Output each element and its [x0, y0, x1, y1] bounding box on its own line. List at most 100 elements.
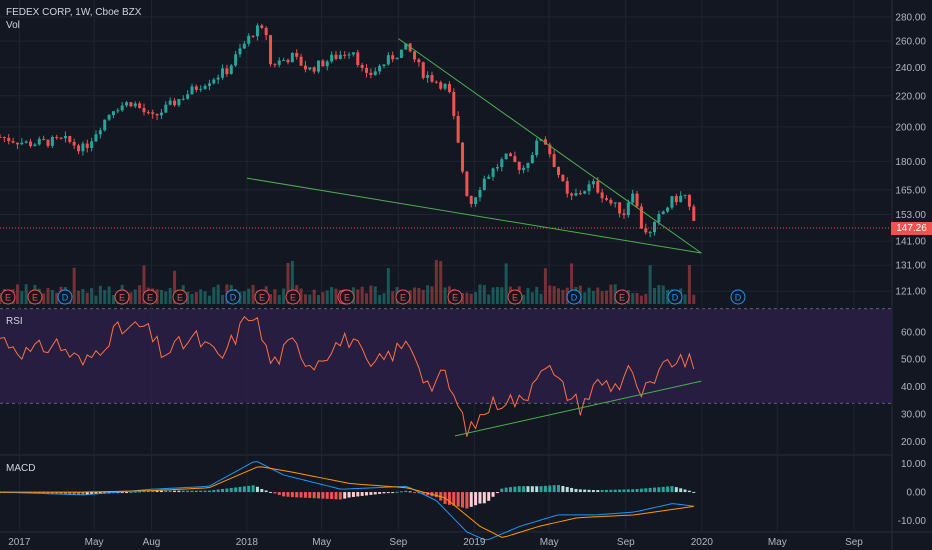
- candle-body: [347, 54, 351, 56]
- volume-bar: [15, 284, 19, 304]
- macd-histogram-bar: [382, 492, 386, 494]
- volume-bar: [421, 289, 425, 304]
- macd-histogram-bar: [491, 492, 495, 497]
- macd-histogram-bar: [159, 490, 163, 493]
- candle-body: [247, 35, 251, 44]
- volume-bar: [522, 294, 526, 304]
- candle-body: [207, 83, 211, 86]
- event-marker-dividend[interactable]: D: [730, 289, 746, 305]
- event-marker-earnings[interactable]: E: [254, 289, 270, 305]
- volume-bar: [55, 292, 59, 304]
- event-marker-dividend[interactable]: D: [667, 289, 683, 305]
- macd-histogram-bar: [194, 490, 198, 493]
- event-marker-earnings[interactable]: E: [285, 289, 301, 305]
- macd-histogram-bar: [142, 491, 146, 493]
- candle-body: [513, 156, 517, 162]
- macd-histogram-bar: [330, 492, 334, 500]
- volume-bar: [474, 292, 478, 304]
- macd-histogram-bar: [622, 489, 626, 493]
- event-marker-dividend[interactable]: D: [57, 289, 73, 305]
- volume-bar: [365, 293, 369, 304]
- event-marker-earnings[interactable]: E: [142, 289, 158, 305]
- candle-body: [242, 43, 246, 49]
- event-marker-earnings[interactable]: E: [614, 289, 630, 305]
- macd-histogram-bar: [657, 487, 661, 493]
- macd-histogram-bar: [609, 489, 613, 493]
- event-marker-dividend[interactable]: D: [566, 289, 582, 305]
- event-markers[interactable]: EEDEEEEDEEEEEEEDEDD: [0, 289, 746, 305]
- volume-bar: [360, 286, 364, 304]
- candle-body: [290, 52, 294, 63]
- macd-histogram-bar: [421, 492, 425, 495]
- macd-histogram-bar: [574, 488, 578, 493]
- candle-body: [522, 167, 526, 170]
- candle-body: [465, 171, 469, 196]
- macd-tick-label: -10.00: [898, 516, 927, 527]
- event-marker-circle: [614, 289, 630, 305]
- macd-histogram-bar: [535, 486, 539, 493]
- event-marker-earnings[interactable]: E: [507, 289, 523, 305]
- candle-body: [37, 138, 41, 145]
- macd-histogram-bar: [644, 488, 648, 493]
- time-tick-label: 2017: [8, 537, 31, 548]
- event-marker-circle: [225, 289, 241, 305]
- candle-body: [286, 59, 290, 63]
- volume-bar: [557, 288, 561, 304]
- event-marker-earnings[interactable]: E: [395, 289, 411, 305]
- candles[interactable]: [0, 23, 696, 238]
- candle-body: [255, 25, 259, 37]
- candle-body: [605, 198, 609, 200]
- event-marker-earnings[interactable]: E: [339, 289, 355, 305]
- candle-body: [443, 83, 447, 89]
- volume-bar: [330, 287, 334, 304]
- event-marker-letter: E: [119, 293, 125, 303]
- candle-body: [395, 57, 399, 60]
- volume-bar: [369, 285, 373, 304]
- candle-body: [216, 77, 220, 80]
- volume-bar: [269, 294, 273, 304]
- candle-body: [447, 83, 451, 92]
- candle-body: [452, 91, 456, 116]
- candle-body: [535, 140, 539, 155]
- event-marker-earnings[interactable]: E: [0, 289, 16, 305]
- macd-histogram-bar: [557, 485, 561, 493]
- volume-bar: [77, 290, 81, 304]
- macd-histogram-bar: [146, 490, 150, 493]
- macd-histogram-bar: [255, 486, 259, 493]
- candle-body: [72, 141, 76, 146]
- candle-body: [81, 143, 85, 152]
- volume-bar: [42, 293, 46, 304]
- event-marker-earnings[interactable]: E: [172, 289, 188, 305]
- candle-body: [679, 195, 683, 203]
- event-marker-earnings[interactable]: E: [114, 289, 130, 305]
- candle-body: [591, 181, 595, 185]
- volume-bar: [20, 290, 24, 304]
- candle-body: [85, 143, 89, 148]
- candle-body: [373, 71, 377, 75]
- event-marker-earnings[interactable]: E: [27, 289, 43, 305]
- volume-bar: [203, 291, 207, 304]
- event-marker-letter: E: [400, 293, 406, 303]
- event-marker-earnings[interactable]: E: [447, 289, 463, 305]
- candle-body: [491, 168, 495, 177]
- event-marker-dividend[interactable]: D: [225, 289, 241, 305]
- price-axis[interactable]: 280.00 260.00 240.00 220.00 200.00 180.00 165.…: [895, 12, 926, 527]
- macd-histogram-bar: [587, 489, 591, 493]
- candle-body: [120, 105, 124, 111]
- macd-histogram-bar: [151, 490, 155, 493]
- time-axis[interactable]: 2017 May Aug 2018 May Sep 2019 May Sep 2020 May Sep: [8, 537, 863, 548]
- volume-bar: [570, 263, 574, 304]
- price-tick-label: 165.00: [895, 185, 926, 196]
- event-marker-circle: [285, 289, 301, 305]
- candle-body: [626, 202, 630, 216]
- candle-body: [77, 145, 81, 152]
- macd-histogram-bar: [648, 487, 652, 493]
- candle-body: [543, 139, 547, 145]
- macd-histogram-bar: [683, 489, 687, 493]
- macd-histogram-bar: [94, 492, 98, 495]
- volume-bar: [631, 293, 635, 304]
- macd-histogram-bar: [277, 492, 281, 495]
- candle-body: [574, 193, 578, 196]
- volume-bar: [583, 292, 587, 304]
